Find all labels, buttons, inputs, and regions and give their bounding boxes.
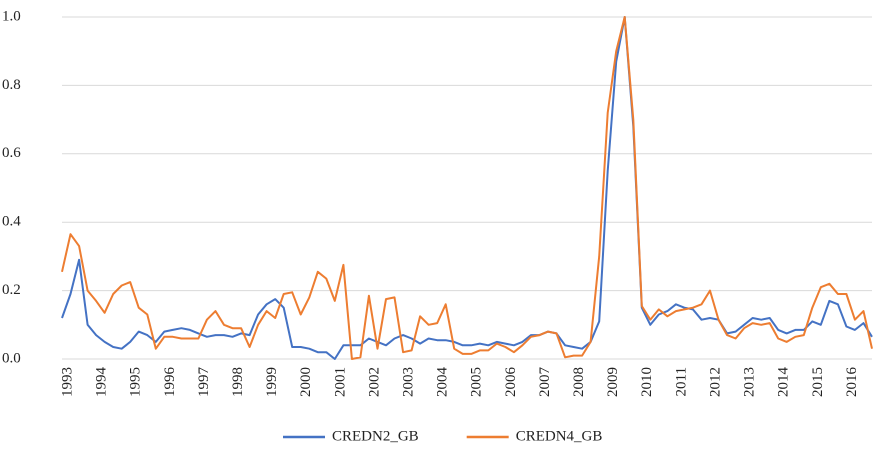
y-tick-label: 1.0 <box>2 8 21 24</box>
x-tick-label: 2009 <box>605 367 621 397</box>
x-tick-label: 2000 <box>298 367 314 397</box>
x-tick-label: 2014 <box>776 367 792 398</box>
x-tick-label: 1999 <box>264 367 280 397</box>
x-tick-label: 1997 <box>196 367 212 398</box>
x-tick-label: 2011 <box>673 367 689 396</box>
x-tick-label: 2007 <box>537 367 553 398</box>
x-tick-label: 1995 <box>128 367 144 397</box>
y-tick-label: 0.0 <box>2 350 21 366</box>
x-tick-label: 2010 <box>639 367 655 397</box>
y-tick-label: 0.6 <box>2 145 21 161</box>
x-tick-label: 2004 <box>435 367 451 398</box>
x-tick-label: 1993 <box>59 367 75 397</box>
y-tick-label: 0.2 <box>2 282 21 298</box>
x-tick-label: 2003 <box>400 367 416 397</box>
x-tick-label: 2002 <box>366 367 382 397</box>
x-tick-label: 2015 <box>810 367 826 397</box>
x-tick-label: 2006 <box>503 367 519 398</box>
x-tick-label: 2016 <box>844 367 860 398</box>
x-tick-label: 2008 <box>571 367 587 397</box>
x-tick-label: 1996 <box>162 367 178 398</box>
legend-label: CREDN4_GB <box>516 428 603 444</box>
legend-label: CREDN2_GB <box>332 428 419 444</box>
x-tick-label: 1998 <box>230 367 246 397</box>
x-tick-label: 2001 <box>332 367 348 397</box>
series-line <box>61 16 873 360</box>
x-tick-label: 2012 <box>707 367 723 397</box>
y-tick-label: 0.4 <box>2 214 21 230</box>
series-line <box>61 16 873 360</box>
x-tick-label: 2005 <box>469 367 485 397</box>
x-tick-label: 1994 <box>94 367 110 398</box>
x-tick-label: 2013 <box>742 367 758 397</box>
y-tick-label: 0.8 <box>2 77 21 93</box>
